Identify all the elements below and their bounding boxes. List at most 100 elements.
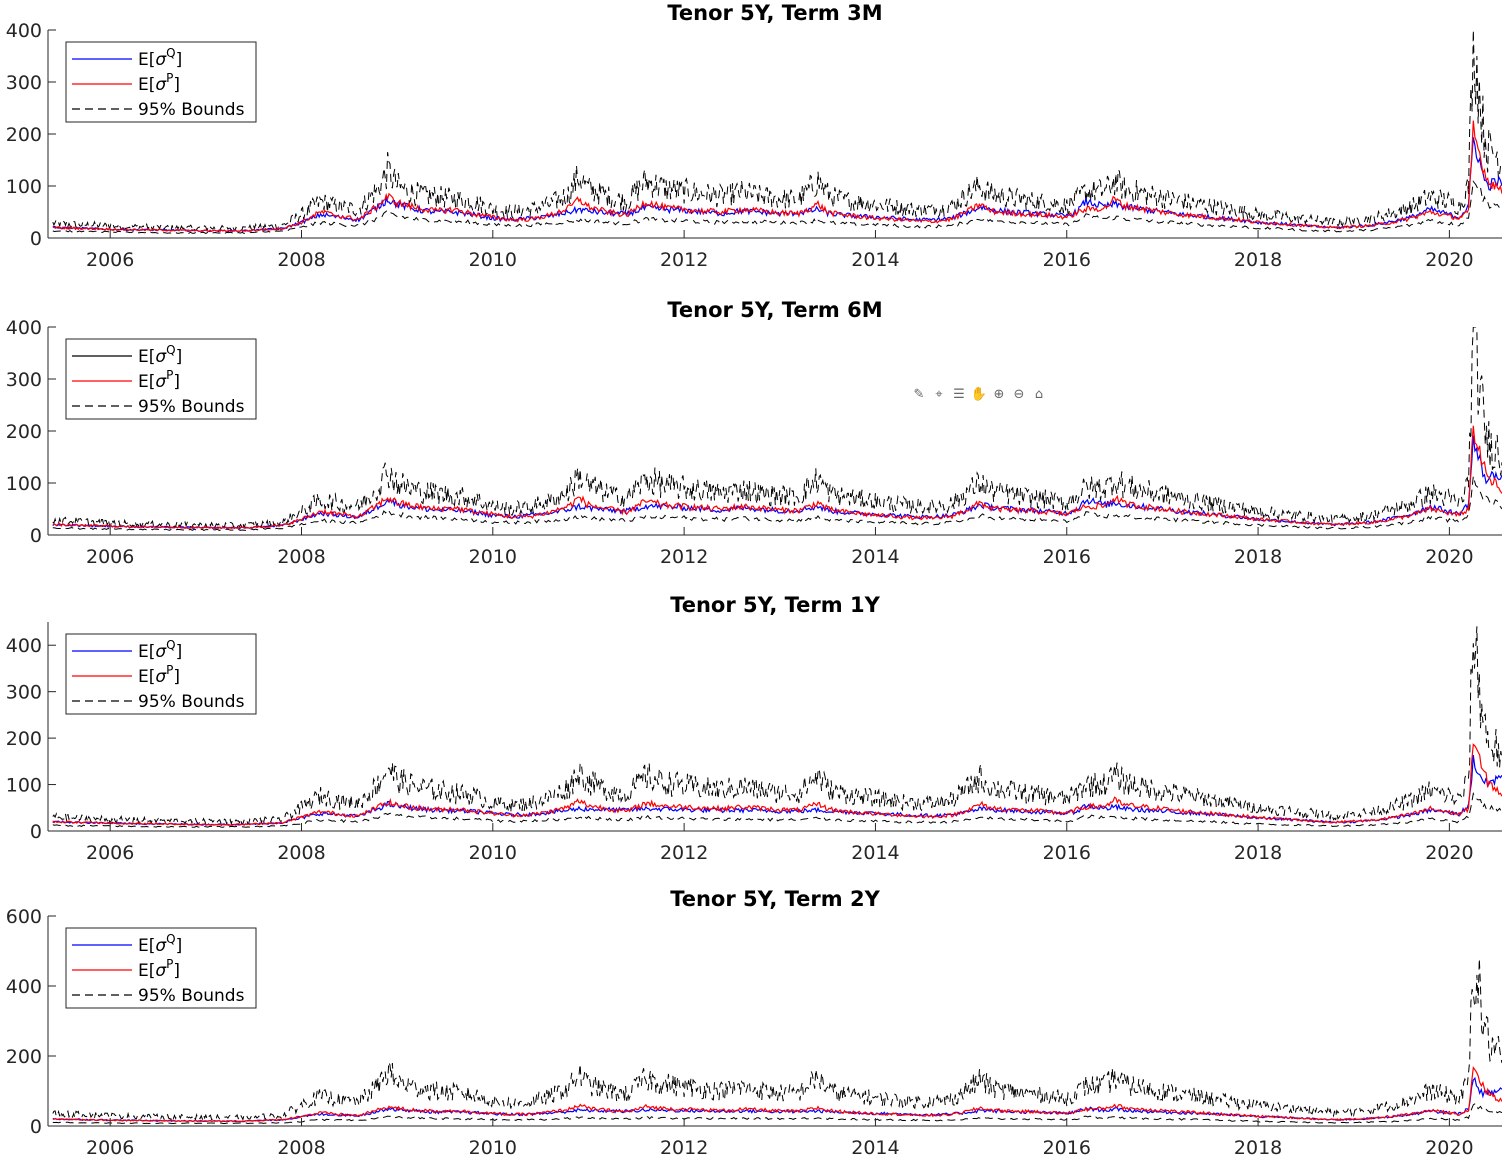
x-tick-label: 2010 [469, 1137, 517, 1157]
y-tick-label: 300 [6, 369, 42, 391]
x-tick-label: 2018 [1234, 546, 1282, 568]
x-tick-label: 2012 [660, 249, 708, 271]
y-tick-label: 300 [6, 682, 42, 704]
x-tick-label: 2018 [1234, 1137, 1282, 1157]
x-tick-label: 2008 [277, 1137, 325, 1157]
x-tick-label: 2008 [277, 546, 325, 568]
x-tick-label: 2016 [1043, 546, 1091, 568]
plot-area [52, 626, 1502, 828]
y-tick-label: 0 [30, 228, 42, 250]
x-tick-label: 2008 [277, 249, 325, 271]
series-bounds-lo [52, 476, 1502, 531]
x-tick-label: 2016 [1043, 1137, 1091, 1157]
y-tick-label: 400 [6, 976, 42, 998]
pan-icon[interactable]: ✋ [970, 387, 988, 402]
y-tick-label: 300 [6, 72, 42, 94]
series-q [52, 137, 1502, 233]
x-tick-label: 2020 [1425, 546, 1473, 568]
legend[interactable]: E[σQ]E[σP] 95% Bounds [65, 338, 257, 420]
legend-label-p: E[σP] [138, 957, 180, 981]
series-p [52, 743, 1502, 826]
x-tick-label: 2010 [469, 546, 517, 568]
y-tick-label: 200 [6, 124, 42, 146]
panel-title: Tenor 5Y, Term 3M [667, 1, 882, 25]
x-tick-label: 2010 [469, 842, 517, 864]
legend-label-p: E[σP] [138, 368, 180, 392]
x-tick-label: 2014 [851, 249, 899, 271]
axes-toolbar[interactable]: ✎ ⌖ ☰ ✋ ⊕ ⊖ ⌂ [910, 386, 1048, 404]
panel-2: Tenor 5Y, Term 6M 0 100 200 300 400 2006 2008 20… [6, 298, 1502, 568]
series-bounds-hi [52, 626, 1502, 826]
series-q [52, 435, 1502, 530]
y-tick-label: 100 [6, 775, 42, 797]
plot-area [52, 30, 1502, 234]
y-tick-label: 100 [6, 473, 42, 495]
legend-label-q: E[σQ] [138, 932, 182, 956]
y-tick-label: 400 [6, 20, 42, 42]
y-tick-label: 200 [6, 1046, 42, 1068]
x-tick-label: 2012 [660, 1137, 708, 1157]
y-tick-label: 400 [6, 635, 42, 657]
panel-title: Tenor 5Y, Term 6M [667, 298, 882, 322]
panel-4: Tenor 5Y, Term 2Y 0 200 400 600 2006 2008 2010 2… [6, 887, 1502, 1157]
series-p [52, 425, 1502, 530]
series-bounds-lo [52, 180, 1502, 234]
x-tick-label: 2014 [851, 842, 899, 864]
series-bounds-hi [52, 327, 1502, 530]
series-bounds-hi [52, 958, 1502, 1122]
legend-label-q: E[σQ] [138, 46, 182, 70]
y-tick-label: 100 [6, 176, 42, 198]
y-tick-label: 0 [30, 525, 42, 547]
legend-label-q: E[σQ] [138, 343, 182, 367]
panel-title: Tenor 5Y, Term 1Y [670, 593, 880, 617]
x-tick-label: 2020 [1425, 842, 1473, 864]
legend-label-bounds: 95% Bounds [138, 397, 245, 417]
x-tick-label: 2012 [660, 546, 708, 568]
y-tick-label: 0 [30, 821, 42, 843]
panel-1: Tenor 5Y, Term 3M 0 100 200 300 400 2006 2008 20… [6, 1, 1502, 271]
plot-area [52, 958, 1502, 1125]
legend-label-p: E[σP] [138, 71, 180, 95]
brush-icon[interactable]: ✎ [913, 387, 925, 402]
legend[interactable]: E[σQ]E[σP] 95% Bounds [65, 927, 257, 1009]
x-tick-label: 2018 [1234, 842, 1282, 864]
series-p [52, 1066, 1502, 1123]
series-p [52, 120, 1502, 233]
y-tick-label: 200 [6, 421, 42, 443]
legend[interactable]: E[σQ]E[σP] 95% Bounds [65, 633, 257, 715]
x-tick-label: 2008 [277, 842, 325, 864]
panel-title: Tenor 5Y, Term 2Y [670, 887, 880, 911]
legend-label-q: E[σQ] [138, 638, 182, 662]
zoom-out-icon[interactable]: ⊖ [1013, 387, 1025, 402]
x-tick-label: 2006 [86, 249, 134, 271]
x-tick-label: 2016 [1043, 249, 1091, 271]
x-tick-label: 2020 [1425, 1137, 1473, 1157]
home-icon[interactable]: ⌂ [1034, 387, 1044, 402]
x-tick-label: 2020 [1425, 249, 1473, 271]
x-tick-label: 2014 [851, 546, 899, 568]
zoom-in-icon[interactable]: ⊕ [993, 387, 1005, 402]
series-bounds-hi [52, 30, 1502, 232]
legend-toggle-icon[interactable]: ☰ [953, 387, 965, 402]
x-tick-label: 2016 [1043, 842, 1091, 864]
x-tick-label: 2006 [86, 546, 134, 568]
x-tick-label: 2012 [660, 842, 708, 864]
data-tips-icon[interactable]: ⌖ [935, 387, 943, 402]
y-tick-label: 600 [6, 906, 42, 928]
legend[interactable]: E[σQ]E[σP] 95% Bounds [65, 41, 257, 123]
x-tick-label: 2014 [851, 1137, 899, 1157]
x-tick-label: 2018 [1234, 249, 1282, 271]
x-tick-label: 2006 [86, 1137, 134, 1157]
legend-label-p: E[σP] [138, 663, 180, 687]
panel-3: Tenor 5Y, Term 1Y 0 100 200 300 400 2006 2008 20… [6, 593, 1502, 864]
x-tick-label: 2006 [86, 842, 134, 864]
plot-area [52, 327, 1502, 531]
legend-label-bounds: 95% Bounds [138, 692, 245, 712]
x-tick-label: 2010 [469, 249, 517, 271]
y-tick-label: 400 [6, 317, 42, 339]
legend-label-bounds: 95% Bounds [138, 986, 245, 1006]
legend-label-bounds: 95% Bounds [138, 100, 245, 120]
y-tick-label: 0 [30, 1116, 42, 1138]
y-tick-label: 200 [6, 728, 42, 750]
